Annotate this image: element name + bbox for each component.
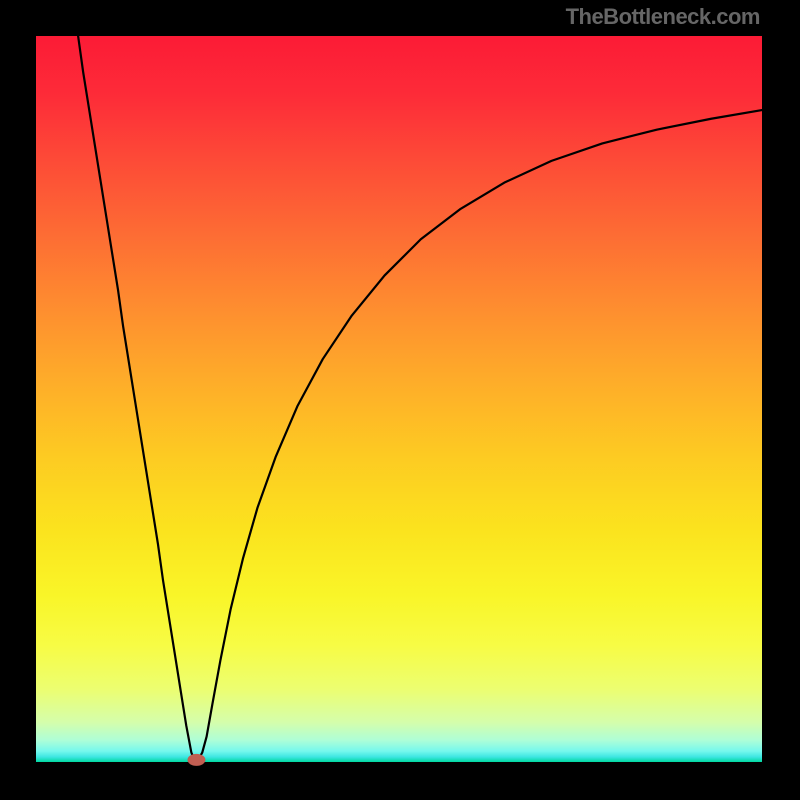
bottleneck-curve xyxy=(0,0,800,800)
chart-container: TheBottleneck.com xyxy=(0,0,800,800)
optimum-marker xyxy=(187,754,205,766)
